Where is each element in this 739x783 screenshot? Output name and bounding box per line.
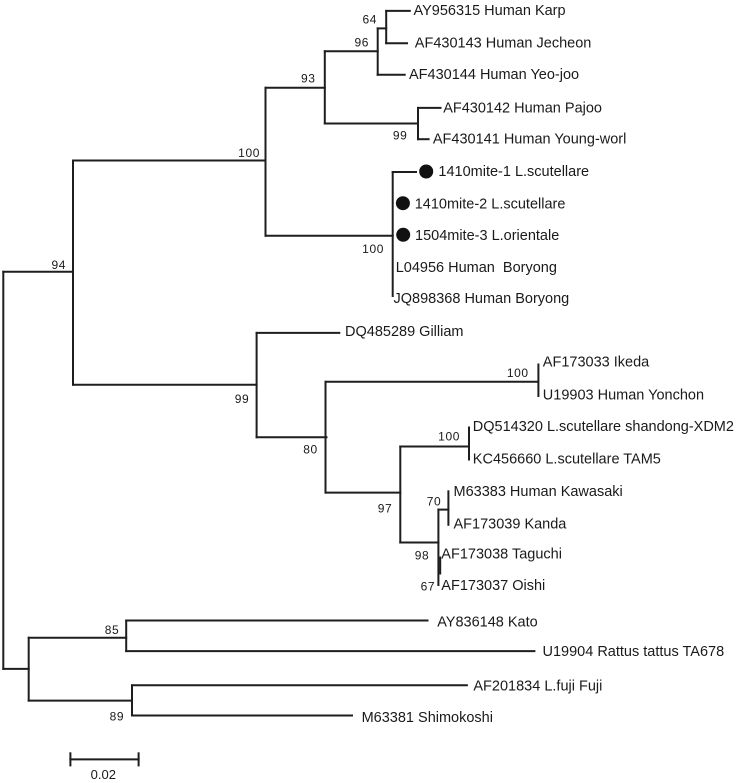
svg-text:100: 100 <box>507 366 529 380</box>
svg-text:M63383 Human Kawasaki: M63383 Human Kawasaki <box>454 484 623 500</box>
svg-text:DQ485289 Gilliam: DQ485289 Gilliam <box>345 324 463 340</box>
svg-text:1410mite-2 L.scutellare: 1410mite-2 L.scutellare <box>415 196 566 212</box>
svg-text:U19904 Rattus tattus TA678: U19904 Rattus tattus TA678 <box>543 644 725 660</box>
svg-text:AF173033 Ikeda: AF173033 Ikeda <box>543 355 650 371</box>
svg-text:89: 89 <box>110 710 125 724</box>
svg-text:99: 99 <box>393 128 408 142</box>
svg-text:93: 93 <box>301 72 316 86</box>
svg-text:80: 80 <box>303 443 318 457</box>
svg-text:67: 67 <box>421 580 436 594</box>
svg-text:L04956 Human Boryong: L04956 Human Boryong <box>396 260 557 276</box>
svg-text:AF173039 Kanda: AF173039 Kanda <box>454 516 568 532</box>
svg-text:100: 100 <box>238 146 260 160</box>
svg-text:100: 100 <box>362 242 384 256</box>
svg-text:AF430141 Human Young-worl: AF430141 Human Young-worl <box>433 132 626 148</box>
svg-text:1504mite-3 L.orientale: 1504mite-3 L.orientale <box>415 228 559 244</box>
svg-text:KC456660 L.scutellare TAM5: KC456660 L.scutellare TAM5 <box>473 452 661 468</box>
svg-text:96: 96 <box>354 36 369 50</box>
svg-text:85: 85 <box>105 623 120 637</box>
svg-text:97: 97 <box>378 502 393 516</box>
svg-text:DQ514320 L.scutellare shandong: DQ514320 L.scutellare shandong-XDM2 <box>473 419 734 435</box>
svg-text:AF201834 L.fuji Fuji: AF201834 L.fuji Fuji <box>473 679 602 695</box>
svg-text:AY956315 Human Karp: AY956315 Human Karp <box>414 3 566 19</box>
svg-text:AF173038 Taguchi: AF173038 Taguchi <box>441 547 562 563</box>
svg-text:0.02: 0.02 <box>91 767 116 782</box>
svg-text:100: 100 <box>438 429 460 443</box>
svg-text:AF430142 Human Pajoo: AF430142 Human Pajoo <box>443 100 602 116</box>
svg-text:70: 70 <box>427 495 442 509</box>
svg-text:M63381 Shimokoshi: M63381 Shimokoshi <box>362 710 493 726</box>
svg-text:U19903 Human Yonchon: U19903 Human Yonchon <box>543 388 704 404</box>
svg-text:AF430144 Human Yeo-joo: AF430144 Human Yeo-joo <box>409 67 579 83</box>
svg-text:99: 99 <box>235 392 250 406</box>
svg-text:AF430143 Human Jecheon: AF430143 Human Jecheon <box>415 36 592 52</box>
svg-text:64: 64 <box>362 12 377 26</box>
svg-text:AY836148 Kato: AY836148 Kato <box>437 615 538 631</box>
svg-text:98: 98 <box>415 548 430 562</box>
svg-text:1410mite-1 L.scutellare: 1410mite-1 L.scutellare <box>438 164 589 180</box>
svg-text:94: 94 <box>51 258 66 272</box>
svg-text:AF173037 Oishi: AF173037 Oishi <box>441 578 545 594</box>
svg-text:JQ898368 Human Boryong: JQ898368 Human Boryong <box>394 291 570 307</box>
